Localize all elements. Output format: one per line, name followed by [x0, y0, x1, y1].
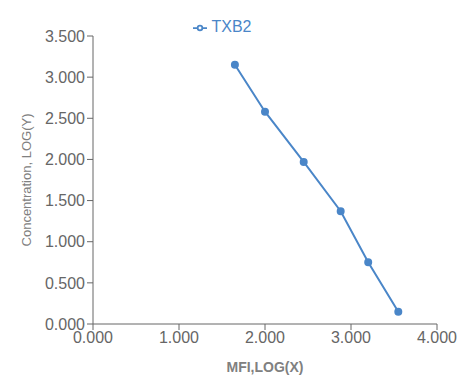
svg-text:Concentration, LOG(Y): Concentration, LOG(Y) — [19, 114, 34, 247]
svg-text:1.000: 1.000 — [159, 329, 199, 346]
svg-text:1.000: 1.000 — [45, 233, 85, 250]
svg-text:1.500: 1.500 — [45, 192, 85, 209]
svg-text:3.000: 3.000 — [45, 69, 85, 86]
svg-text:2.000: 2.000 — [245, 329, 285, 346]
svg-text:2.000: 2.000 — [45, 151, 85, 168]
svg-text:4.000: 4.000 — [417, 329, 457, 346]
svg-text:0.000: 0.000 — [73, 329, 113, 347]
svg-text:MFI,LOG(X): MFI,LOG(X) — [227, 359, 304, 375]
svg-text:2.500: 2.500 — [45, 110, 85, 127]
html-text:TXB2: TXB2 — [211, 18, 252, 35]
svg-text:0.000: 0.000 — [45, 316, 85, 333]
svg-text:3.500: 3.500 — [45, 28, 85, 45]
svg-text:3.000: 3.000 — [331, 329, 371, 346]
svg-text:0.500: 0.500 — [45, 275, 85, 292]
